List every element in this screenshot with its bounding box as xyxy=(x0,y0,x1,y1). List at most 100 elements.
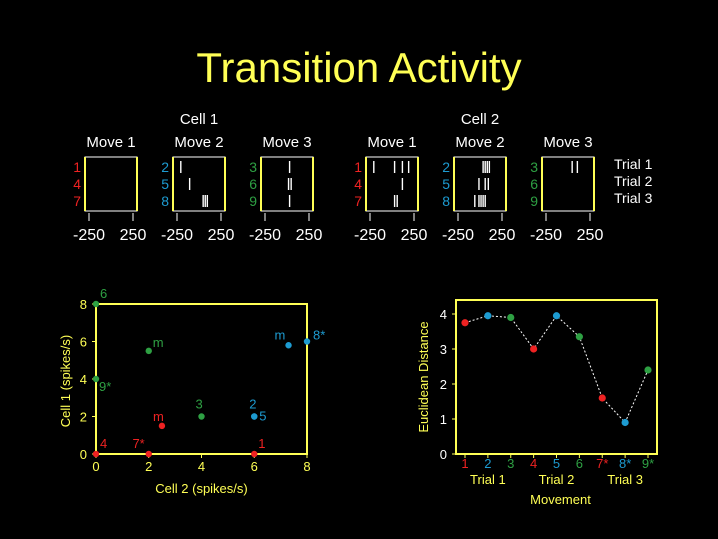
x-tick-label: 3 xyxy=(507,456,514,471)
point-label: 8* xyxy=(313,328,325,343)
y-axis-label: Cell 1 (spikes/s) xyxy=(58,335,73,427)
row-label: 8 xyxy=(442,193,450,209)
cell-title: Cell 1 xyxy=(180,111,218,128)
point-label: m xyxy=(153,409,164,424)
scatter-point xyxy=(303,338,311,345)
move-label: Move 3 xyxy=(262,134,311,151)
row-label: 5 xyxy=(161,176,169,192)
raster-frame xyxy=(453,156,507,212)
scatter-point xyxy=(158,422,166,430)
slide-title: Transition Activity xyxy=(196,44,521,91)
row-label: 2 xyxy=(442,159,450,175)
x-tick-label: -250 xyxy=(354,227,386,244)
line-frame xyxy=(455,299,658,455)
y-tick-label: 2 xyxy=(440,377,447,392)
point-label: m xyxy=(275,327,286,342)
series-line xyxy=(464,314,649,424)
point-label: 7* xyxy=(132,436,144,451)
trial-legend-entry: Trial 3 xyxy=(614,190,653,206)
row-label: 4 xyxy=(73,176,81,192)
x-tick-label: 7* xyxy=(596,456,608,471)
point-label: 9* xyxy=(99,379,111,394)
y-tick-label: 6 xyxy=(80,335,87,350)
move-label: Move 2 xyxy=(455,134,504,151)
row-label: 1 xyxy=(354,159,362,175)
x-axis-label: Cell 2 (spikes/s) xyxy=(155,481,247,496)
x-tick-label: 2 xyxy=(145,459,152,474)
row-label: 9 xyxy=(249,193,257,209)
trial-legend-entry: Trial 2 xyxy=(614,173,653,189)
raster-panel: Move 3 369 -250 250 xyxy=(530,134,603,244)
data-point xyxy=(575,333,583,341)
y-tick-label: 1 xyxy=(440,412,447,427)
scatter-point xyxy=(92,375,100,383)
x-tick-label: 6 xyxy=(576,456,583,471)
row-label: 1 xyxy=(73,159,81,175)
x-tick-label: 1 xyxy=(461,456,468,471)
x-tick-label: 250 xyxy=(577,227,604,244)
trial-group-label: Trial 1 xyxy=(470,472,506,487)
y-tick-label: 4 xyxy=(80,372,87,387)
x-tick-label: 8* xyxy=(619,456,631,471)
scatter-point xyxy=(285,342,292,349)
raster-frame xyxy=(260,156,314,212)
x-tick-label: -250 xyxy=(73,227,105,244)
x-tick-label: 5 xyxy=(553,456,560,471)
move-label: Move 1 xyxy=(86,134,135,151)
move-label: Move 3 xyxy=(543,134,592,151)
data-point xyxy=(530,345,538,353)
y-tick-label: 2 xyxy=(80,410,87,425)
raster-panel: Move 1 147 -250 250 xyxy=(354,134,427,244)
x-tick-label: -250 xyxy=(161,227,193,244)
x-tick-label: 4 xyxy=(530,456,537,471)
raster-panel: Move 3 369 -250 250 xyxy=(249,134,322,244)
data-point xyxy=(461,319,469,327)
x-tick-label: 0 xyxy=(92,459,99,474)
scatter-point xyxy=(145,347,152,355)
x-tick-label: 6 xyxy=(251,459,258,474)
x-tick-label: 250 xyxy=(489,227,516,244)
raster-frame xyxy=(541,156,595,212)
point-label: 5 xyxy=(259,409,266,424)
data-point xyxy=(621,418,629,427)
scatter-point xyxy=(251,450,258,458)
point-label: 4 xyxy=(100,436,107,451)
data-point xyxy=(598,394,606,402)
data-point xyxy=(644,366,652,374)
y-tick-label: 8 xyxy=(80,297,87,312)
y-tick-label: 0 xyxy=(80,447,87,462)
x-tick-label: 250 xyxy=(120,227,147,244)
row-label: 6 xyxy=(530,176,538,192)
point-label: 1 xyxy=(258,436,265,451)
raster-frame xyxy=(84,156,138,212)
x-tick-label: 4 xyxy=(198,459,205,474)
x-tick-label: 2 xyxy=(484,456,491,471)
x-tick-label: 250 xyxy=(401,227,428,244)
raster-panel: Move 2 258 -250 250 xyxy=(161,134,234,244)
trial-group-label: Trial 3 xyxy=(607,472,643,487)
data-point xyxy=(552,312,561,320)
row-label: 7 xyxy=(354,193,362,209)
row-label: 4 xyxy=(354,176,362,192)
point-label: 2 xyxy=(249,397,256,412)
x-tick-label: 9* xyxy=(642,456,654,471)
raster-panel: Move 2 258 -250 250 xyxy=(442,134,515,244)
y-tick-label: 4 xyxy=(440,307,447,322)
point-label: m xyxy=(153,335,164,350)
scatter-point xyxy=(198,413,205,420)
x-tick-label: 250 xyxy=(296,227,323,244)
x-tick-label: 250 xyxy=(208,227,235,244)
row-label: 3 xyxy=(530,159,538,175)
row-label: 8 xyxy=(161,193,169,209)
x-tick-label: 8 xyxy=(303,459,310,474)
x-tick-label: -250 xyxy=(442,227,474,244)
point-label: 6 xyxy=(100,286,107,301)
x-axis-label: Movement xyxy=(530,492,591,507)
y-tick-label: 0 xyxy=(440,447,447,462)
row-label: 6 xyxy=(249,176,257,192)
